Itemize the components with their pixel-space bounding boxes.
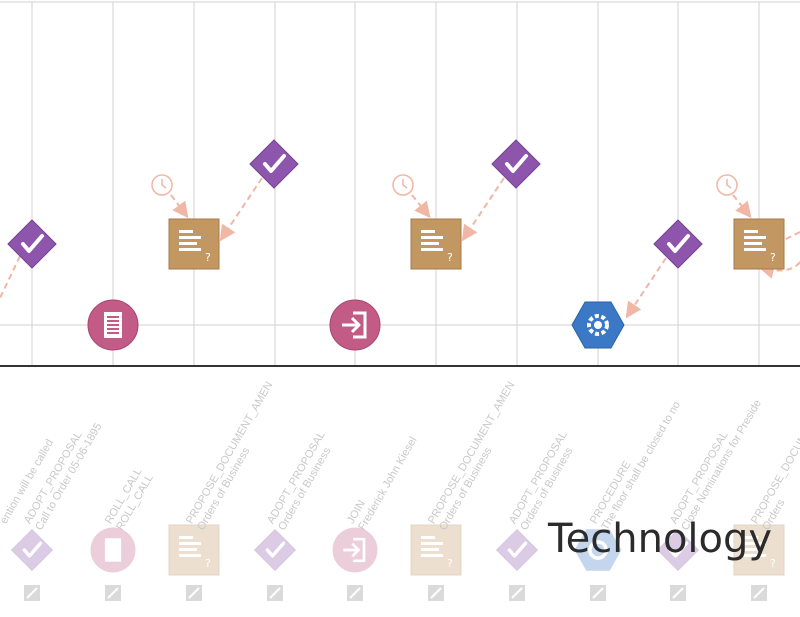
vote-icon	[252, 527, 298, 573]
clock-icon	[716, 174, 738, 196]
clock-icon	[151, 174, 173, 196]
join-node[interactable]	[329, 299, 381, 351]
edit-icon	[509, 585, 525, 601]
roll-call-icon	[90, 527, 136, 573]
edit-icon	[590, 585, 606, 601]
document-node[interactable]	[410, 218, 462, 270]
vote-node[interactable]	[5, 217, 59, 271]
document-icon	[168, 524, 220, 576]
clock-icon	[392, 174, 414, 196]
edit-icon	[267, 585, 283, 601]
edit-icon	[428, 585, 444, 601]
document-icon	[410, 524, 462, 576]
procedure-node[interactable]	[571, 301, 625, 349]
edit-icon	[347, 585, 363, 601]
edit-icon	[186, 585, 202, 601]
join-icon	[332, 527, 378, 573]
edit-icon	[105, 585, 121, 601]
document-node[interactable]	[733, 218, 785, 270]
vote-node[interactable]	[247, 137, 301, 191]
edit-icon	[670, 585, 686, 601]
vote-icon	[9, 527, 55, 573]
legend-icons	[9, 524, 785, 576]
procedure-icon	[574, 529, 622, 571]
document-node[interactable]	[168, 218, 220, 270]
connectors	[0, 177, 800, 319]
edit-icon	[24, 585, 40, 601]
vote-node[interactable]	[651, 217, 705, 271]
roll-call-node[interactable]	[87, 299, 139, 351]
watermark-text: Technology	[548, 516, 773, 562]
edit-icons[interactable]	[24, 585, 767, 601]
vote-icon	[494, 527, 540, 573]
edit-icon	[751, 585, 767, 601]
vote-node[interactable]	[489, 137, 543, 191]
